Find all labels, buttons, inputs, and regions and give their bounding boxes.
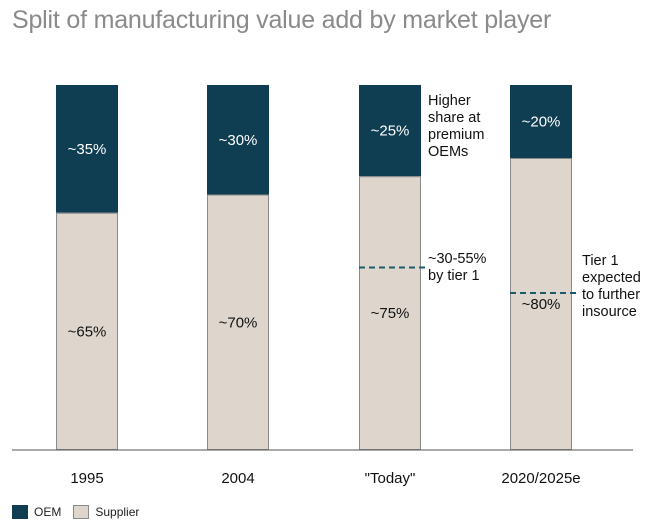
x-tick-label: "Today" bbox=[365, 470, 416, 487]
bar-segment-oem bbox=[510, 85, 572, 158]
annotation-line: to further bbox=[582, 287, 641, 303]
annotation-line: Tier 1 bbox=[582, 253, 619, 269]
annotation-line: premium bbox=[428, 127, 485, 143]
data-label-oem: ~30% bbox=[219, 132, 258, 149]
data-label-oem: ~20% bbox=[522, 114, 561, 131]
annotation-line: insource bbox=[582, 304, 637, 320]
data-label-supplier: ~75% bbox=[371, 305, 410, 322]
data-label-supplier: ~80% bbox=[522, 296, 561, 313]
bar-segment-supplier bbox=[510, 158, 572, 450]
legend-label-oem: OEM bbox=[34, 505, 62, 519]
data-label-oem: ~25% bbox=[371, 123, 410, 140]
bars-group: ~35% ~65% ~30% ~70% ~25% ~75% ~20% ~80% bbox=[56, 85, 578, 450]
legend-item-oem: OEM bbox=[12, 505, 61, 519]
annotation-line: Higher bbox=[428, 93, 471, 109]
annotation-line: ~30-55% bbox=[428, 251, 487, 267]
annotation-premium-oems: Higher share at premium OEMs bbox=[428, 93, 484, 161]
data-label-supplier: ~65% bbox=[68, 323, 107, 340]
annotation-line: expected bbox=[582, 270, 641, 286]
annotation-line: OEMs bbox=[428, 144, 469, 160]
annotation-tier1-share: ~30-55% by tier 1 bbox=[428, 251, 486, 285]
chart-title: Split of manufacturing value add by mark… bbox=[12, 6, 552, 34]
bar-segment-oem bbox=[56, 85, 118, 213]
x-tick-label: 2004 bbox=[221, 470, 254, 487]
bar-segment-supplier bbox=[359, 176, 421, 450]
legend-item-supplier: Supplier bbox=[73, 505, 139, 519]
annotation-line: share at bbox=[428, 110, 481, 126]
x-tick-label: 1995 bbox=[70, 470, 103, 487]
bar-segment-oem bbox=[207, 85, 269, 195]
x-tick-labels: 1995 2004 "Today" 2020/2025e bbox=[70, 470, 580, 487]
data-label-oem: ~35% bbox=[68, 141, 107, 158]
annotation-tier1-insource: Tier 1 expected to further insource bbox=[582, 253, 641, 321]
annotation-line: by tier 1 bbox=[428, 268, 480, 284]
data-label-supplier: ~70% bbox=[219, 314, 258, 331]
legend-label-supplier: Supplier bbox=[95, 505, 140, 519]
bar-segment-oem bbox=[359, 85, 421, 177]
legend-swatch-supplier bbox=[73, 505, 90, 519]
legend: OEM Supplier bbox=[12, 505, 151, 519]
x-tick-label: 2020/2025e bbox=[501, 470, 580, 487]
legend-swatch-oem bbox=[12, 505, 28, 519]
